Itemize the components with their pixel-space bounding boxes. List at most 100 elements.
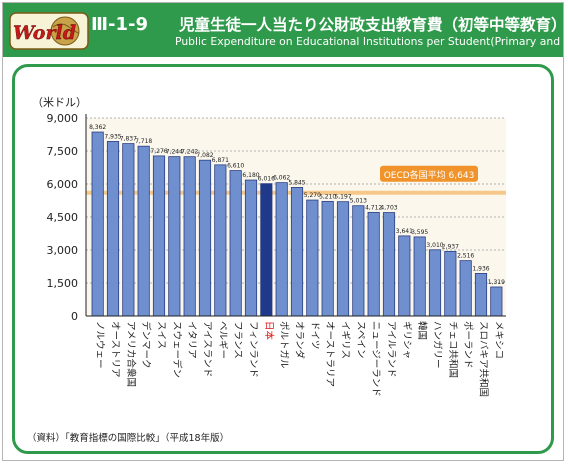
value-label: 6,180 [242,172,259,179]
x-tick-label: ハンガリー [432,321,443,369]
bar [306,199,319,317]
x-tick-label: デンマーク [140,321,152,369]
bar [367,211,380,317]
y-tick-labels: 0 1,500 3,000 4,500 6,000 7,500 9,000 [47,112,79,323]
bar [168,156,181,317]
value-label: 8,362 [89,124,106,131]
bar [91,131,104,317]
x-tick-label: オーストリア [110,321,121,378]
bar [275,182,288,317]
value-label: 3,010 [426,242,443,249]
bar [198,159,212,317]
bar [444,250,457,317]
bar [459,260,472,317]
bar [428,249,442,317]
bar [122,143,135,317]
value-label: 2,516 [457,253,474,260]
x-tick-label: ドイツ [309,321,320,350]
value-label: 7,718 [135,138,152,145]
value-label: 7,242 [181,149,198,156]
oecd-average-label: OECD各国平均 6,643 [384,169,475,181]
x-tick-label: チェコ共和国 [447,321,458,378]
bar [321,200,334,317]
y-tick-label: 4,500 [47,211,79,224]
bars [91,131,503,317]
value-label: 6,610 [227,163,244,170]
bar [336,201,350,317]
y-axis-label: （米ドル） [32,96,87,109]
x-tick-label: ノルウェー [94,321,105,369]
value-label: 3,595 [411,229,428,236]
x-tick-label: イタリア [186,321,197,359]
value-label: 5,270 [304,192,321,199]
bar [260,183,273,317]
world-logo: World [9,12,89,50]
value-label: 7,276 [150,148,167,155]
x-tick-label: フランス [232,321,243,359]
bar [474,273,488,317]
x-tick-label: アメリカ合衆国 [125,321,137,387]
value-label: 1,936 [472,265,489,272]
axes [85,114,506,317]
bar [244,179,258,317]
x-tick-label: ギリシャ [401,321,412,359]
x-tick-label: スイス [156,321,167,349]
x-tick-label: アイスランド [202,321,213,377]
bar [106,141,120,317]
value-label: 6,016 [258,176,275,183]
x-tick-label: オーストラリア [324,321,335,387]
bar [183,156,196,317]
value-label: 7,244 [166,149,183,156]
y-tick-label: 7,500 [47,145,79,158]
bar [382,212,396,317]
x-tick-label: スペイン [355,321,366,358]
x-tick-label: オランダ [294,321,306,360]
y-tick-label: 9,000 [47,112,79,125]
x-tick-label: フィンランド [248,321,259,378]
x-tick-label: ポルトガル [278,321,289,369]
value-label: 6,062 [273,175,290,182]
y-tick-label: 1,500 [47,277,79,290]
value-label: 4,712 [365,204,382,211]
x-tick-labels: ノルウェー オーストリア アメリカ合衆国 デンマーク スイス スウェーデン イタリア アイスラ… [94,321,504,397]
value-label: 4,703 [380,205,397,212]
x-tick-label: 韓国 [416,321,427,340]
x-tick-label: イギリス [340,321,351,359]
svg-text:World: World [13,22,76,44]
bar [490,286,503,317]
bar [413,236,426,317]
x-tick-label: ベルギー [217,321,228,359]
figure-header: World Ⅲ-1-9 児童生徒一人当たり公財政支出教育費（初等中等教育）（20… [3,3,563,57]
y-tick-label: 6,000 [47,178,79,191]
value-label: 5,013 [350,198,367,205]
value-label: 2,937 [442,243,459,250]
value-label: 7,935 [104,133,121,140]
bar [214,164,227,317]
x-tick-label: アイルランド [386,321,397,378]
bar [137,145,150,317]
value-label: 1,319 [488,279,505,286]
bar [398,235,411,317]
value-label: 5,210 [319,193,336,200]
bar [152,155,166,317]
y-tick-label: 0 [71,310,78,323]
oecd-average-label-box [380,165,478,182]
bar [229,170,242,317]
chart-title-japanese: 児童生徒一人当たり公財政支出教育費（初等中等教育）（2002年） [179,16,563,34]
value-label: 3,641 [396,228,413,235]
x-tick-label: ニュージーランド [370,321,381,397]
bar [352,205,365,317]
x-tick-label: メキシコ [493,321,504,359]
x-tick-label: 日本 [263,321,275,341]
value-label: 5,845 [288,179,305,186]
source-note: （資料）「教育指標の国際比較」（平成18年版） [27,433,230,444]
chart-title-english: Public Expenditure on Educational Instit… [175,35,563,48]
y-tick-label: 3,000 [47,244,79,257]
value-label: 5,197 [334,194,351,201]
x-tick-label: スウェーデン [171,321,183,378]
value-label: 6,871 [212,157,229,164]
bar [290,187,304,317]
x-tick-label: スロバキア共和国 [478,321,489,397]
